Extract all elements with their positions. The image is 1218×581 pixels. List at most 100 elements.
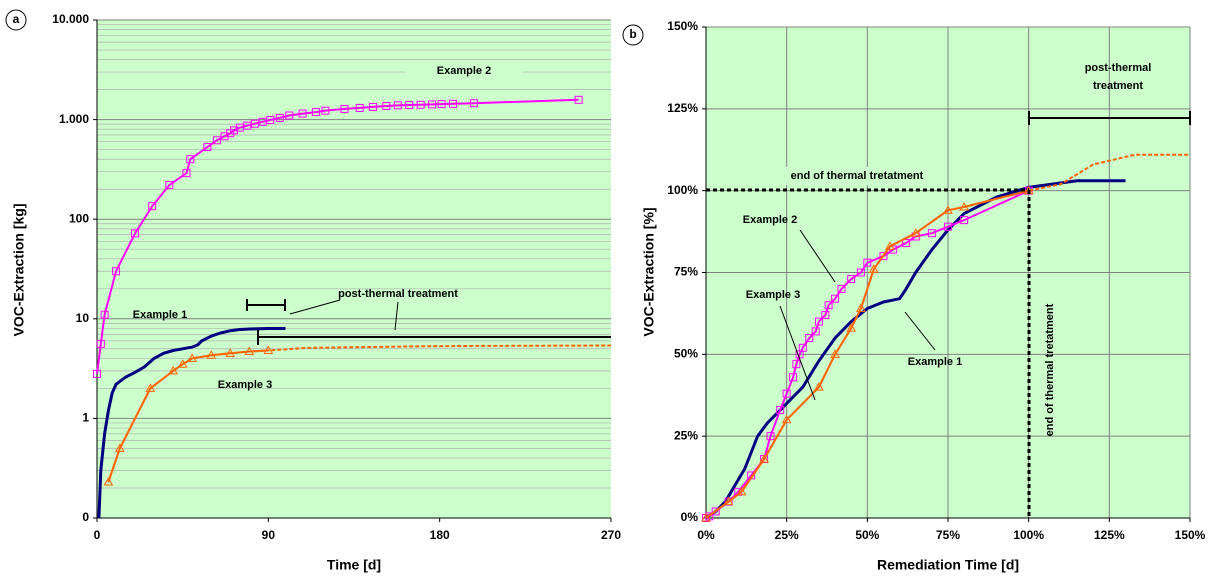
y-tick-label: 1.000 <box>59 112 89 126</box>
y-tick-label: 0 <box>82 510 89 524</box>
marker <box>776 405 785 414</box>
marker <box>927 229 936 238</box>
plot-area <box>97 20 611 518</box>
marker <box>230 126 239 135</box>
data <box>93 95 1190 522</box>
annotation: Example 1 <box>133 309 187 321</box>
marker <box>93 369 101 378</box>
annotation: treatment <box>1093 80 1143 92</box>
x-tick-label: 150% <box>1175 528 1206 542</box>
marker <box>723 496 734 506</box>
marker <box>711 507 720 516</box>
marker <box>263 345 274 355</box>
x-tick-label: 90 <box>262 528 276 542</box>
marker <box>824 301 833 310</box>
marker <box>186 155 195 164</box>
brackets <box>246 299 611 345</box>
x-tick-label: 25% <box>775 528 799 542</box>
grids <box>93 19 1191 522</box>
marker <box>811 327 820 336</box>
marker <box>814 382 824 391</box>
marker <box>428 100 437 109</box>
series-line-solid-part <box>107 349 269 483</box>
series-line-solid-part <box>705 189 1029 519</box>
marker <box>879 252 888 261</box>
marker <box>416 100 425 109</box>
marker <box>355 103 364 112</box>
marker <box>148 202 157 211</box>
annotation: Example 1 <box>908 356 962 368</box>
marker <box>321 106 330 115</box>
marker <box>266 116 275 125</box>
y-tick-label: 10.000 <box>52 12 89 26</box>
brackets <box>706 111 1191 518</box>
marker <box>225 348 236 357</box>
panel-label: b <box>629 27 636 41</box>
annotation: end of thermal tretatment <box>1044 303 1056 436</box>
marker <box>437 100 446 109</box>
marker <box>243 121 252 130</box>
y-tick-label: 150% <box>667 19 698 33</box>
annotation: Example 3 <box>746 289 800 301</box>
marker <box>856 268 865 277</box>
panel-badge <box>5 9 27 31</box>
marker <box>165 181 174 190</box>
x-tick-label: 100% <box>1013 528 1044 542</box>
marker <box>821 311 830 320</box>
annotation: Example 2 <box>743 214 797 226</box>
annotation: Example 2 <box>437 65 491 77</box>
y-tick-label: 75% <box>674 265 698 279</box>
marker <box>847 275 856 284</box>
y-tick-label: 10 <box>76 311 90 325</box>
annotation: post-thermal <box>1085 62 1152 74</box>
marker <box>846 323 857 332</box>
marker <box>766 432 775 441</box>
marker <box>736 486 747 496</box>
panel-label: a <box>13 12 20 26</box>
marker <box>285 111 294 120</box>
y-tick-label: 50% <box>674 347 698 361</box>
marker <box>759 454 769 463</box>
marker <box>798 343 807 352</box>
marker <box>298 109 307 118</box>
series-line <box>97 327 286 519</box>
x-tick-label: 180 <box>430 528 450 542</box>
marker <box>235 123 244 132</box>
marker <box>311 108 320 117</box>
y-tick-label: 1 <box>82 411 89 425</box>
marker <box>885 241 895 250</box>
marker <box>212 136 221 145</box>
marker <box>114 443 125 452</box>
y-tick-label: 0% <box>681 510 699 524</box>
panel-badge <box>622 24 644 46</box>
marker <box>251 119 260 128</box>
marker <box>448 99 457 108</box>
x-axis-title: Remediation Time [d] <box>877 557 1019 573</box>
marker <box>781 414 792 424</box>
marker <box>145 383 156 392</box>
marker <box>131 229 140 238</box>
marker <box>206 350 217 359</box>
annotations: a VOC-Extraction [kg] Time [d] Example 2… <box>5 9 1206 573</box>
marker <box>187 353 198 362</box>
marker <box>112 267 121 276</box>
marker <box>405 101 414 110</box>
marker <box>393 101 402 110</box>
marker <box>100 310 109 319</box>
annotation: end of thermal tretatment <box>791 170 924 182</box>
marker <box>830 349 840 358</box>
marker <box>943 205 953 214</box>
y-tick-label: 125% <box>667 101 698 115</box>
marker <box>701 512 711 522</box>
marker <box>868 264 879 273</box>
y-tick-label: 100% <box>667 183 698 197</box>
marker <box>340 104 349 113</box>
x-tick-label: 0 <box>94 528 101 542</box>
marker <box>782 389 791 398</box>
x-tick-label: 75% <box>936 528 960 542</box>
marker <box>369 102 378 111</box>
marker <box>792 360 801 369</box>
x-tick-label: 270 <box>601 528 621 542</box>
marker <box>275 113 284 122</box>
marker <box>469 99 478 108</box>
